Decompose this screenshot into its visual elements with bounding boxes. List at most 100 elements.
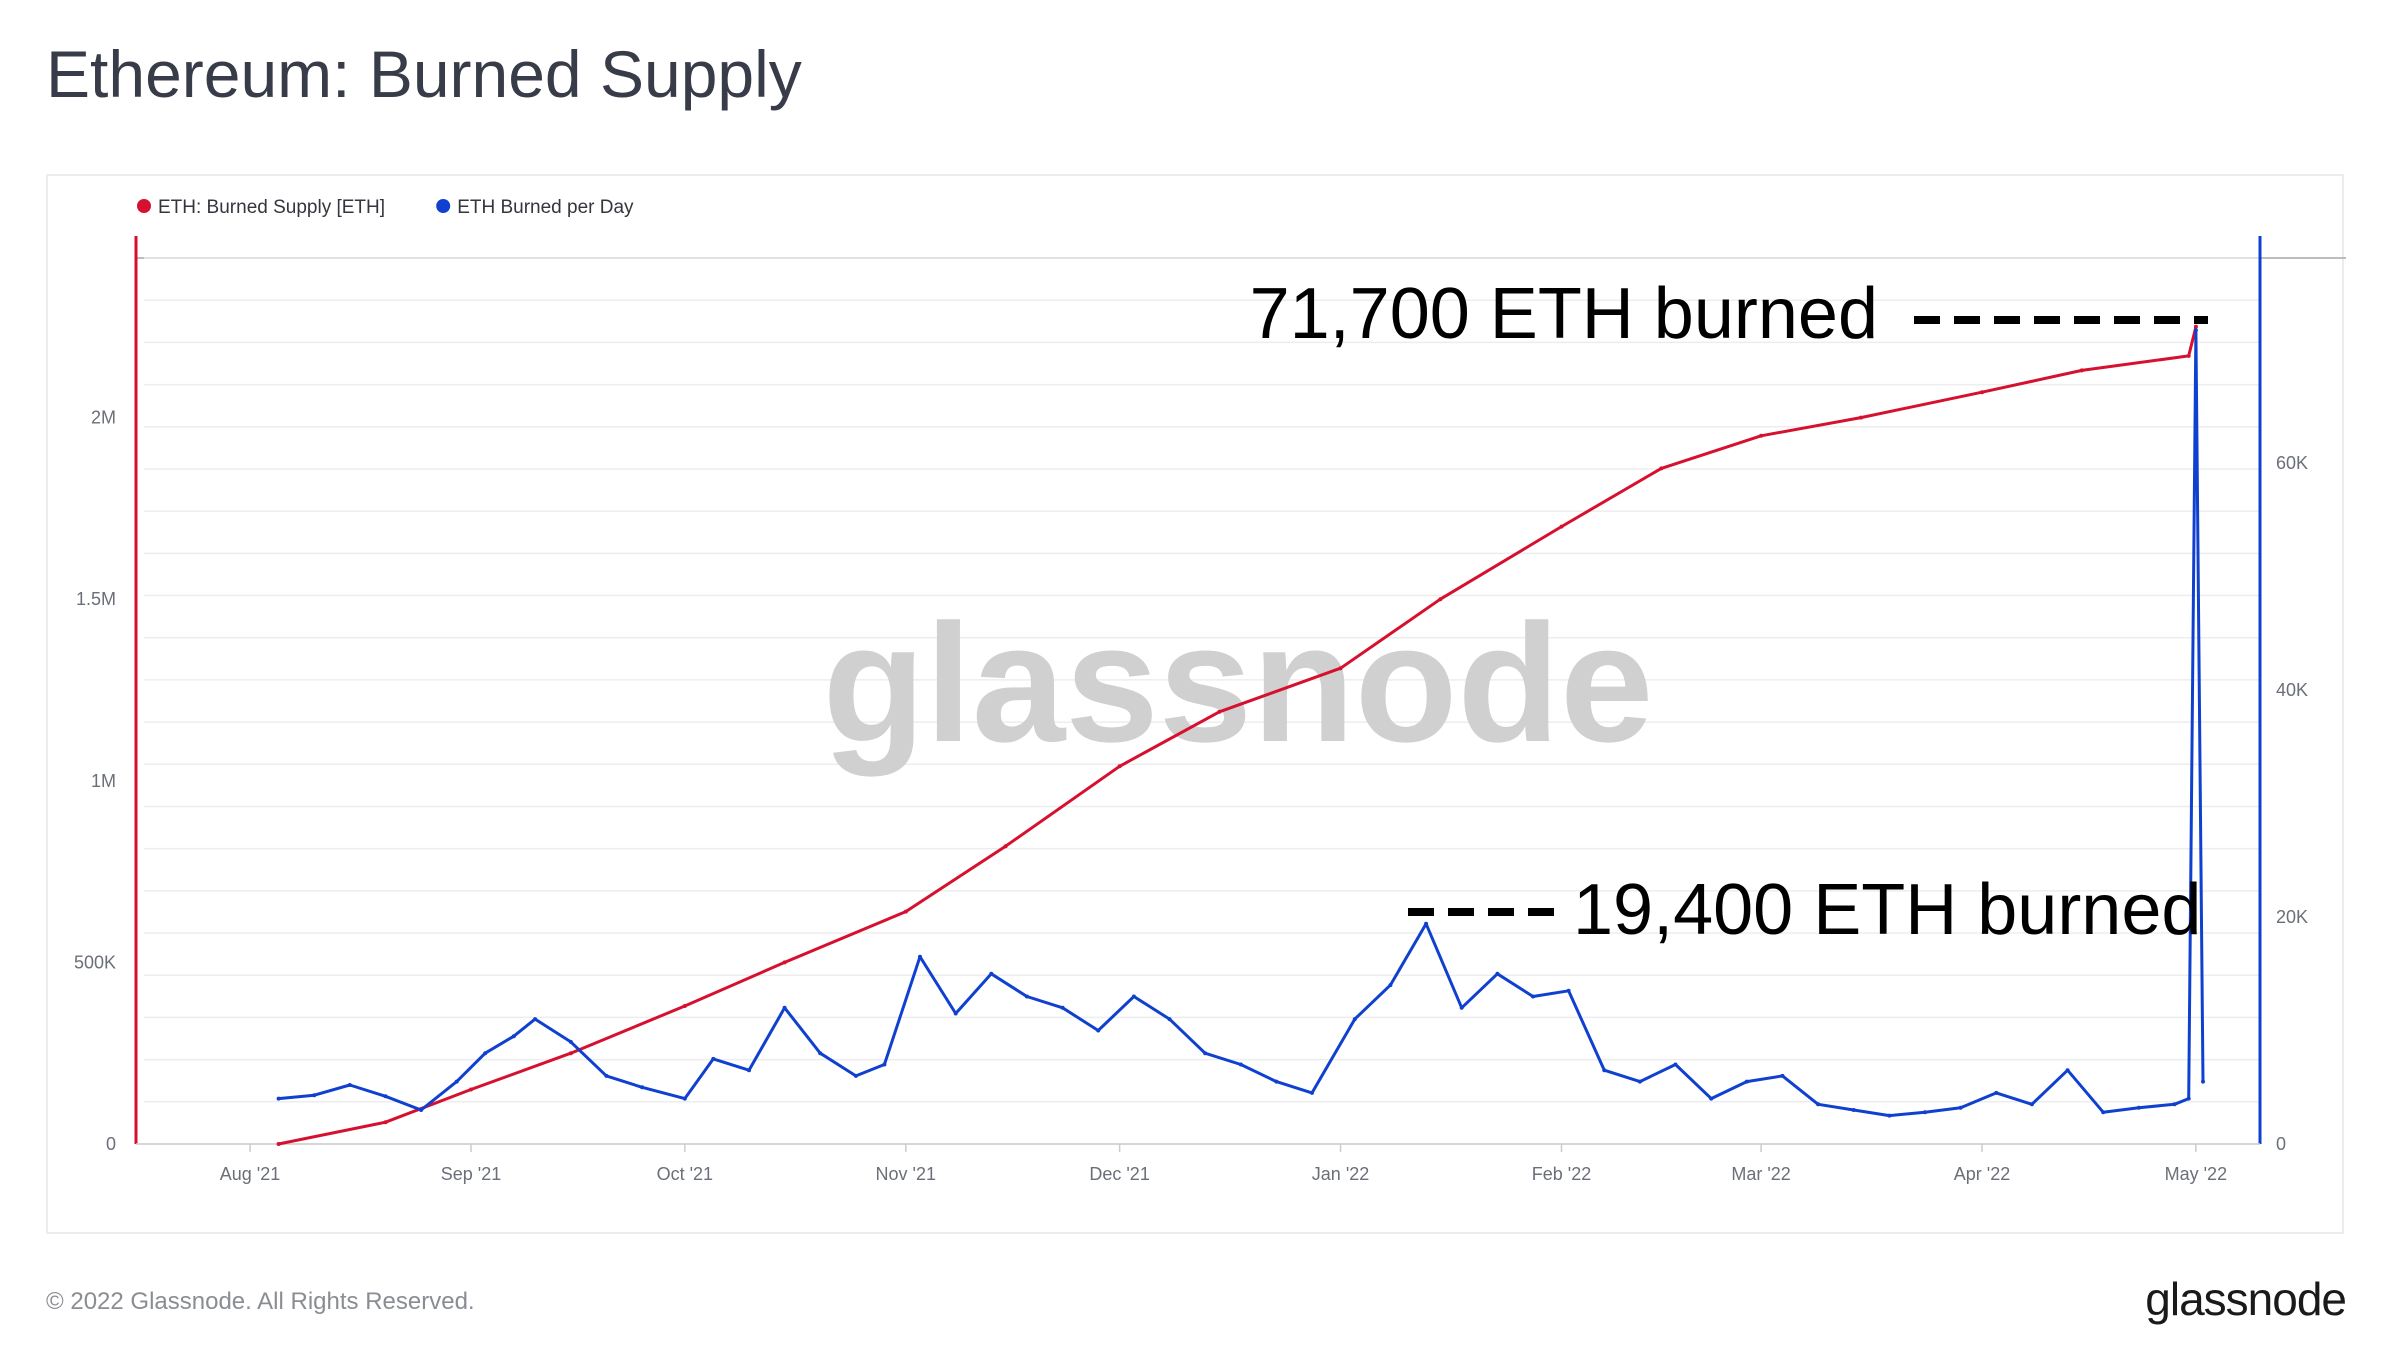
data-point: [1459, 1005, 1464, 1010]
data-point: [2101, 1110, 2106, 1115]
data-point: [1531, 994, 1535, 999]
left-axis-tick-label: 0: [106, 1134, 116, 1154]
data-point: [989, 971, 994, 976]
data-point: [1352, 1017, 1357, 1022]
x-axis-tick-label: Oct '21: [657, 1164, 713, 1184]
x-axis-tick-label: May '22: [2165, 1164, 2227, 1184]
x-axis-ticks: Aug '21 Sep '21 Oct '21 Nov '21 Dec '21 Jan '…: [220, 1144, 2227, 1184]
right-axis-ticks: 0 20K 40K 60K: [2276, 453, 2308, 1154]
data-point: [2065, 1068, 2070, 1073]
data-point: [918, 954, 922, 959]
left-axis-tick-label: 500K: [74, 952, 116, 972]
data-point: [2186, 1096, 2191, 1101]
data-point: [276, 1096, 281, 1101]
data-point: [1759, 433, 1764, 438]
data-point: [1217, 709, 1222, 714]
data-point: [511, 1034, 516, 1039]
data-point: [1659, 466, 1664, 471]
data-point: [1923, 1110, 1927, 1115]
chart-svg: glassnode 0 500K 1M 1.5M 2M 0 20K 40K 60K Aug '21 S…: [74, 197, 2346, 1184]
data-point: [818, 1051, 823, 1056]
page-title: Ethereum: Burned Supply: [46, 37, 802, 111]
watermark-text: glassnode: [823, 589, 1654, 777]
data-point: [1238, 1062, 1243, 1067]
data-point: [568, 1039, 573, 1044]
brand-logo: glassnode: [2145, 1273, 2347, 1325]
data-point: [568, 1051, 573, 1056]
data-point: [347, 1083, 352, 1087]
data-point: [2186, 353, 2191, 358]
left-axis-tick-label: 2M: [91, 408, 116, 428]
left-axis-tick-label: 1M: [91, 771, 116, 791]
data-point: [1003, 844, 1008, 849]
data-point: [1602, 1068, 1607, 1073]
data-point: [853, 1073, 858, 1078]
right-axis-tick-label: 20K: [2276, 907, 2308, 927]
data-point: [604, 1073, 609, 1078]
data-point: [1310, 1090, 1314, 1095]
data-point: [2079, 368, 2084, 373]
data-point: [1958, 1105, 1963, 1110]
x-axis-tick-label: Nov '21: [876, 1164, 936, 1184]
data-point: [782, 1005, 787, 1010]
data-point: [1851, 1108, 1856, 1112]
data-point: [1566, 988, 1571, 993]
data-point: [903, 909, 908, 914]
data-point: [782, 960, 787, 965]
x-axis-tick-label: Apr '22: [1954, 1164, 2010, 1184]
data-point: [1388, 983, 1393, 988]
chart-frame: glassnode 0 500K 1M 1.5M 2M 0 20K 40K 60K Aug '21 S…: [46, 174, 2346, 1234]
data-point: [640, 1085, 645, 1090]
data-point: [1994, 1090, 1999, 1095]
data-point: [682, 1096, 687, 1101]
data-point: [2193, 324, 2198, 329]
data-point: [2136, 1105, 2141, 1110]
series-burned-supply: [276, 324, 2198, 1146]
legend-dot: [436, 199, 451, 213]
x-axis-tick-label: Sep '21: [441, 1164, 502, 1184]
data-point: [2201, 1079, 2205, 1084]
copyright-text: © 2022 Glassnode. All Rights Reserved.: [46, 1288, 475, 1315]
data-point: [533, 1017, 538, 1022]
data-point: [711, 1056, 716, 1061]
data-point: [383, 1120, 388, 1125]
data-point: [1980, 390, 1984, 395]
data-point: [1117, 764, 1122, 769]
data-point: [1424, 921, 1429, 926]
data-point: [953, 1011, 958, 1016]
annotation-bottom: 19,400 ETH burned: [1573, 870, 2201, 950]
series-line: [278, 326, 2198, 1146]
data-point: [1167, 1017, 1172, 1022]
right-axis-tick-label: 60K: [2276, 453, 2308, 473]
data-point: [1709, 1096, 1714, 1101]
data-point: [2029, 1102, 2034, 1107]
data-point: [682, 1004, 687, 1008]
data-point: [454, 1079, 459, 1084]
x-axis-tick-label: Mar '22: [1731, 1164, 1790, 1184]
left-axis-ticks: 0 500K 1M 1.5M 2M: [74, 408, 116, 1154]
x-axis-tick-label: Dec '21: [1089, 1164, 1149, 1184]
data-point: [1673, 1062, 1678, 1067]
data-point: [483, 1051, 488, 1056]
legend-label: ETH Burned per Day: [457, 197, 634, 218]
data-point: [1338, 666, 1343, 671]
data-point: [383, 1094, 388, 1099]
data-point: [1024, 994, 1029, 999]
data-point: [1060, 1005, 1065, 1010]
left-axis-tick-label: 1.5M: [76, 589, 116, 609]
right-axis-tick-label: 0: [2276, 1134, 2286, 1154]
data-point: [1858, 415, 1863, 420]
annotation-top: 71,700 ETH burned: [1250, 274, 1878, 354]
legend-label: ETH: Burned Supply [ETH]: [158, 197, 385, 218]
x-axis-tick-label: Feb '22: [1532, 1164, 1591, 1184]
data-point: [2172, 1102, 2177, 1107]
data-point: [312, 1093, 317, 1098]
data-point: [1559, 524, 1564, 529]
legend: ETH: Burned Supply [ETH] ETH Burned per D…: [137, 197, 634, 218]
right-axis-tick-label: 40K: [2276, 680, 2308, 700]
data-point: [2193, 328, 2198, 333]
data-point: [419, 1108, 424, 1112]
x-axis-tick-label: Aug '21: [220, 1164, 281, 1184]
data-point: [1203, 1051, 1208, 1056]
data-point: [1744, 1079, 1749, 1084]
